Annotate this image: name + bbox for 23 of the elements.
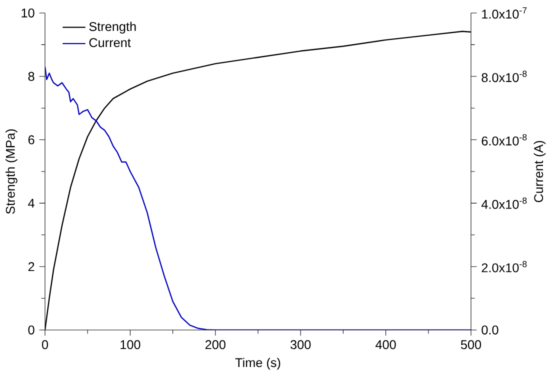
x-tick-label: 500 xyxy=(460,340,482,350)
y2-tick-label: 2.0x10$^{-8}$ xyxy=(482,260,527,272)
y2-tick-label: 1.0x10$^{-7}$ xyxy=(482,7,527,19)
y-tick-label: 0 xyxy=(28,326,34,334)
y2-tick-label: 0.0 xyxy=(482,326,498,334)
y-tick-label: 6 xyxy=(28,135,34,144)
y-tick-label: 2 xyxy=(28,262,34,272)
y2-tick-label: 8.0x10$^{-8}$ xyxy=(482,70,527,82)
y2-tick-label: 4.0x10$^{-8}$ xyxy=(481,197,527,209)
y2-axis-title: Current (A) xyxy=(534,140,546,202)
legend-label: Current xyxy=(89,38,131,48)
x-tick-label: 400 xyxy=(376,340,396,350)
y2-tick-label: 6.0x10$^{-8}$ xyxy=(482,134,527,146)
x-tick-label: 100 xyxy=(120,340,140,350)
x-tick-label: 0 xyxy=(42,340,48,350)
legend-label: Strength xyxy=(89,22,136,34)
y-axis-title: Strength (MPa) xyxy=(6,129,18,214)
x-tick-label: 200 xyxy=(205,340,226,350)
y-tick-label: 4 xyxy=(28,198,34,208)
x-axis-title: Time (s) xyxy=(235,358,280,370)
y-tick-label: 8 xyxy=(28,72,34,81)
x-tick-label: 300 xyxy=(290,340,311,350)
y-tick-label: 10 xyxy=(22,8,34,18)
